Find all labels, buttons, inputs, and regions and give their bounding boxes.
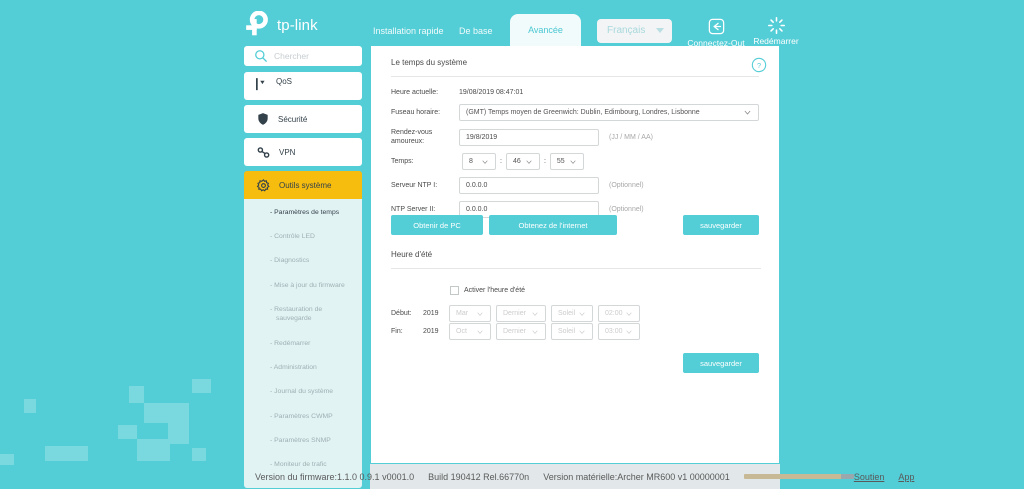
- svg-text:?: ?: [757, 61, 761, 70]
